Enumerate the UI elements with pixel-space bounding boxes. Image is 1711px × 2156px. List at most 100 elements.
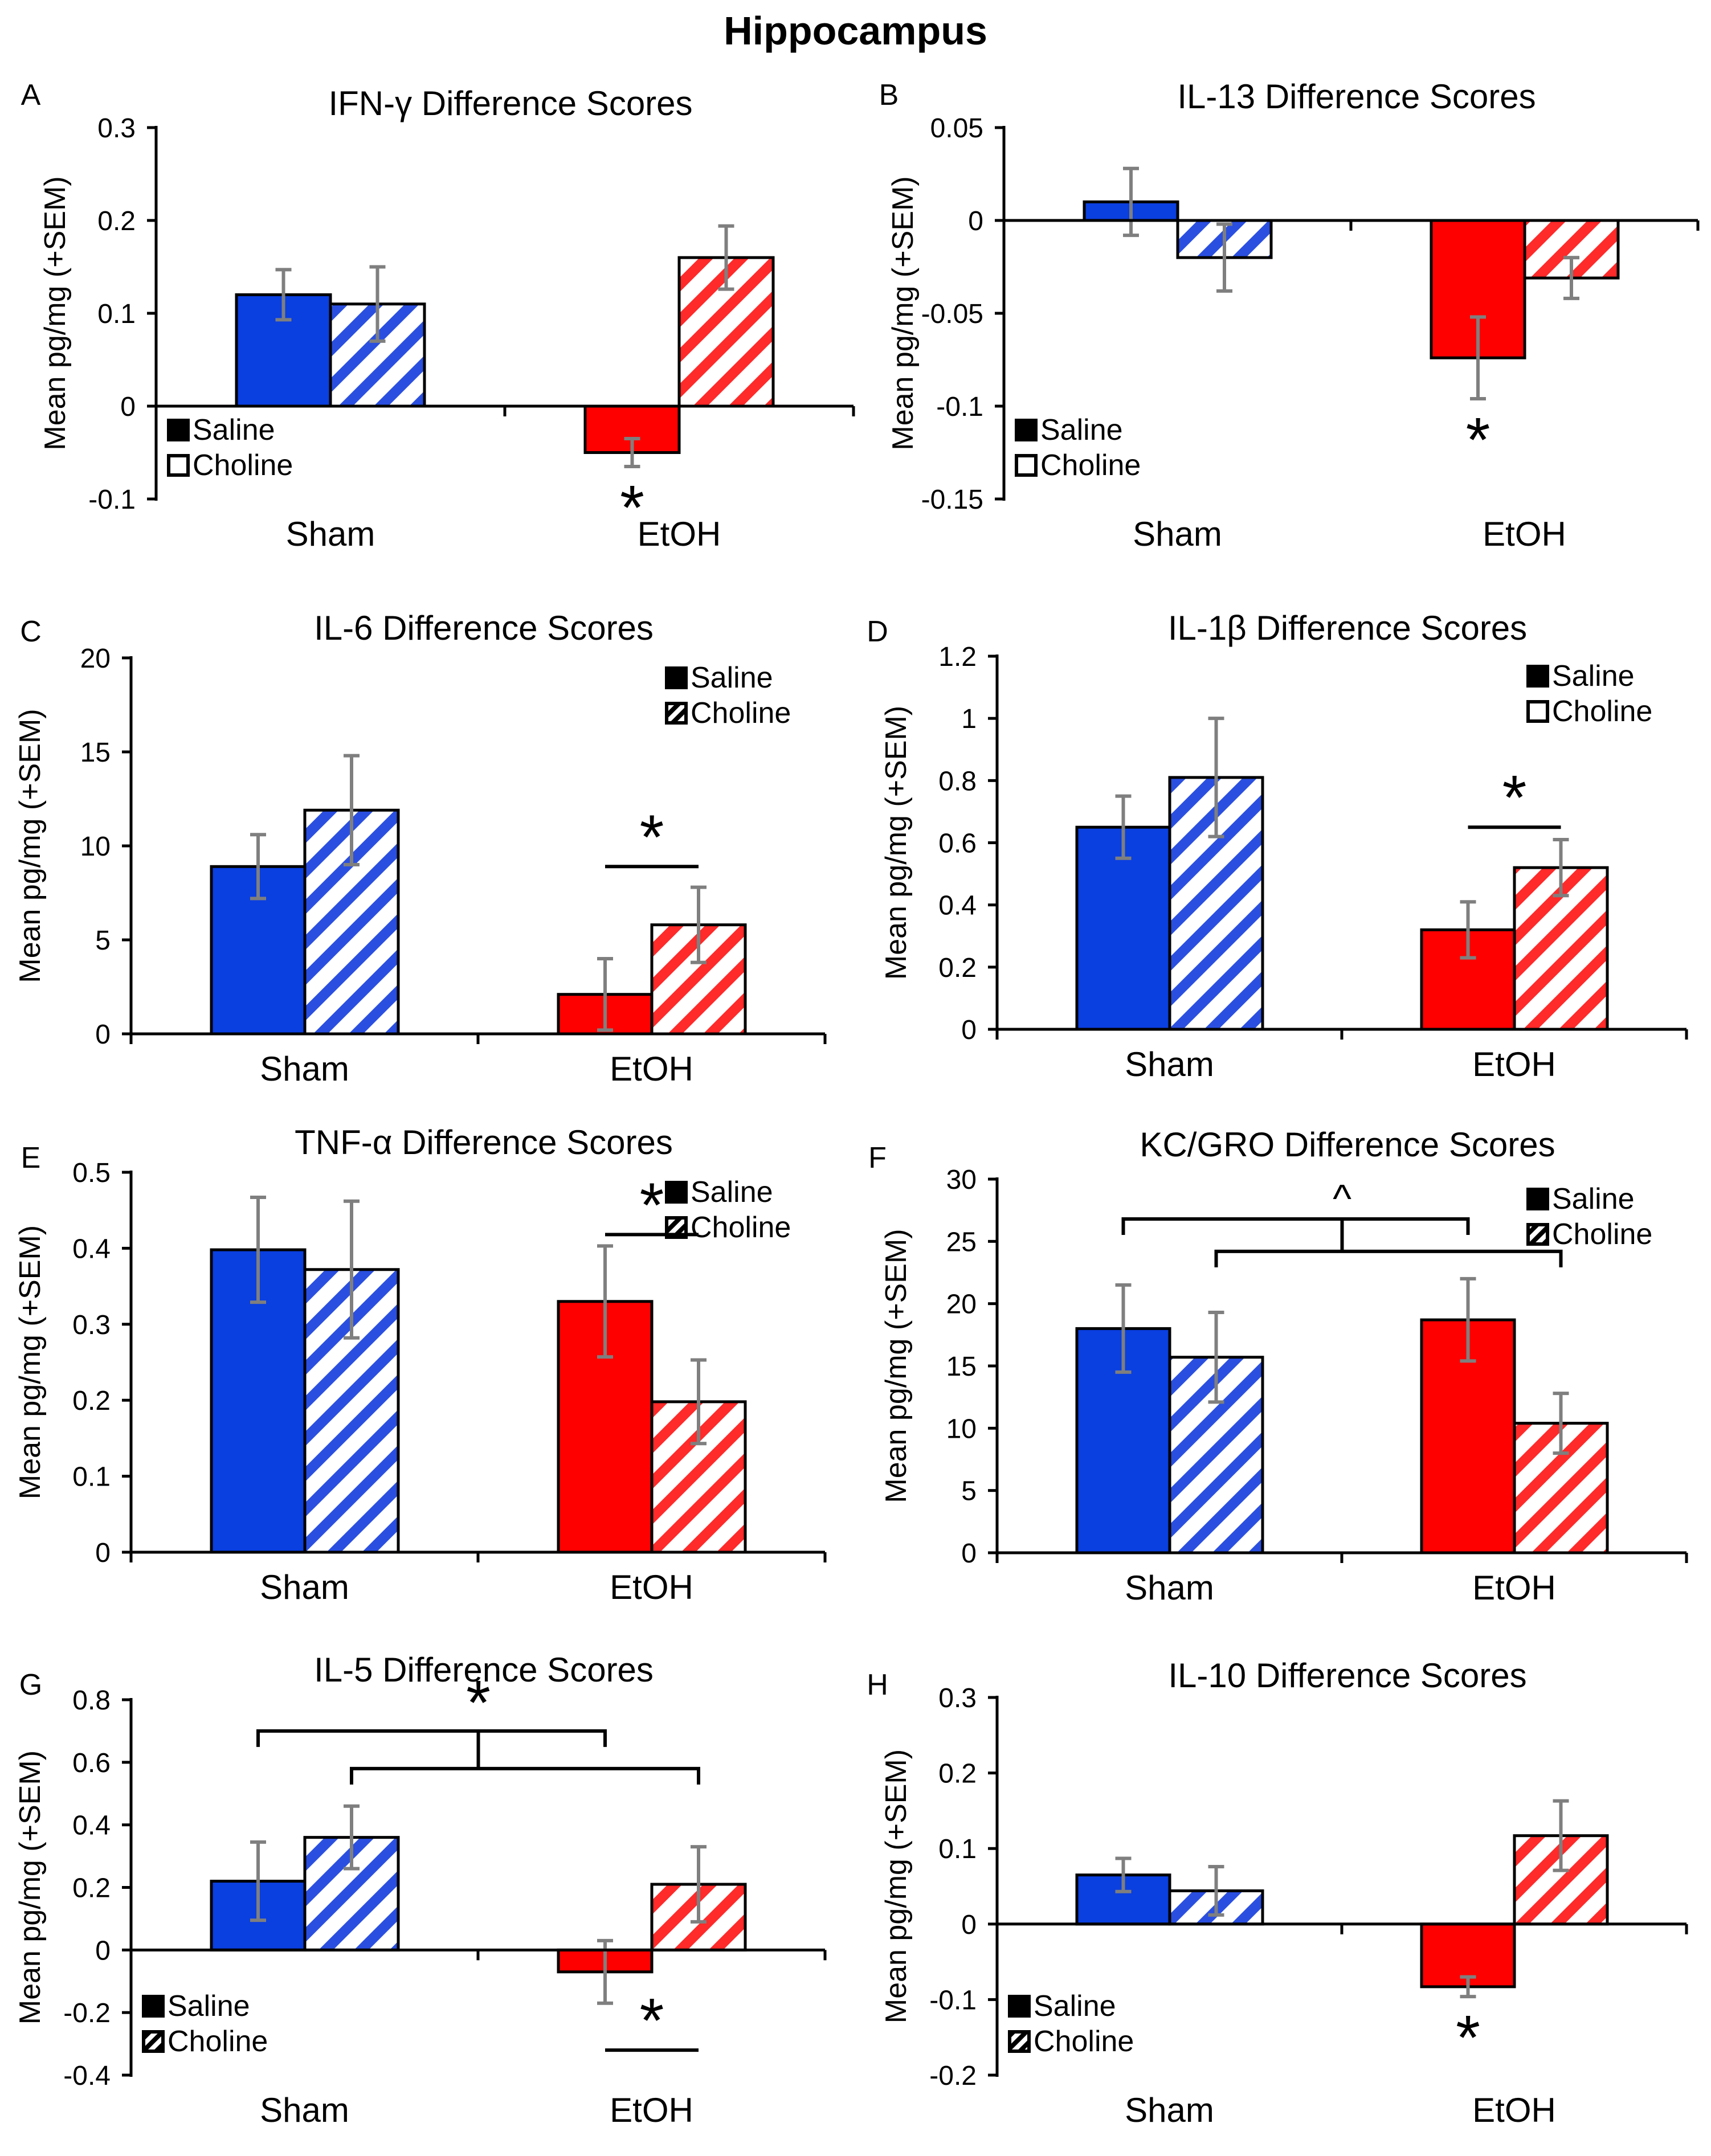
y-tick-label: 0.1 — [97, 299, 136, 329]
bracket-choline — [1214, 1249, 1563, 1267]
error-bar-saline-sham — [250, 833, 266, 901]
y-tick-label: 5 — [961, 1476, 977, 1507]
significance-asterisk: * — [620, 473, 644, 543]
legend-label-choline: Choline — [1034, 2025, 1134, 2058]
y-tick-label: 0 — [95, 1936, 111, 1966]
legend-swatch-choline — [665, 702, 688, 725]
y-tick-label: 5 — [95, 926, 111, 956]
error-bar-choline-sham — [1208, 717, 1224, 838]
y-tick-label: 0.2 — [938, 953, 977, 983]
y-tick-label: 0.8 — [72, 1685, 111, 1716]
significance-asterisk: * — [1466, 405, 1491, 475]
legend-label-saline: Saline — [1034, 1990, 1116, 2023]
significance-marker: * — [620, 473, 644, 543]
legend-label-saline: Saline — [691, 661, 773, 694]
y-tick-label: 0.3 — [72, 1310, 111, 1340]
legend-label-choline: Choline — [1040, 449, 1141, 482]
legend-label-choline: Choline — [1552, 695, 1652, 728]
bar-saline-sham — [1075, 825, 1171, 1031]
panel-letter: B — [879, 79, 899, 112]
panel-a: A IFN-γ Difference Scores Mean pg/mg (+SEM… — [21, 79, 855, 553]
y-tick-label: -0.1 — [88, 485, 136, 515]
significance-marker-text: * — [466, 1668, 491, 1738]
error-bar-choline-sham — [1208, 1310, 1224, 1404]
legend-swatch-saline — [665, 1181, 688, 1204]
error-bar-choline-etoh — [1563, 256, 1579, 300]
x-category-label: EtOH — [1472, 1045, 1556, 1083]
y-axis-label: Mean pg/mg (+SEM) — [14, 709, 47, 983]
x-category-label: EtOH — [1472, 2091, 1556, 2129]
y-tick-label: 0 — [961, 1015, 977, 1045]
chart-title: KC/GRO Difference Scores — [1140, 1126, 1555, 1164]
significance-marker: * — [605, 1986, 699, 2056]
x-category-label: Sham — [286, 515, 375, 553]
error-bar-choline-etoh — [691, 885, 707, 964]
y-axis-label: Mean pg/mg (+SEM) — [39, 176, 72, 450]
y-tick-label: 20 — [80, 644, 111, 674]
y-tick-label: 15 — [946, 1352, 977, 1382]
y-tick-label: 0.6 — [938, 829, 977, 859]
error-bar-saline-sham — [250, 1840, 266, 1922]
y-tick-label: 0.8 — [938, 766, 977, 796]
error-bar-saline-sham — [1115, 1856, 1132, 1893]
y-tick-label: 0.3 — [938, 1683, 977, 1713]
figure-title: Hippocampus — [724, 9, 987, 53]
legend-swatch-saline — [1015, 419, 1038, 441]
legend-label-saline: Saline — [1040, 414, 1123, 447]
legend-label-saline: Saline — [1552, 1183, 1635, 1216]
legend-label-saline: Saline — [691, 1176, 773, 1209]
x-category-label: Sham — [1125, 2091, 1214, 2129]
y-tick-label: 0.1 — [938, 1834, 977, 1864]
x-category-label: EtOH — [610, 1568, 693, 1606]
x-category-label: Sham — [260, 1568, 349, 1606]
y-tick-label: 0.2 — [72, 1386, 111, 1416]
x-category-label: Sham — [260, 2091, 349, 2129]
bracket-saline — [1121, 1217, 1470, 1235]
y-tick-label: 0 — [968, 206, 983, 236]
error-bar-choline-etoh — [691, 1358, 707, 1446]
legend-swatch-choline — [1008, 2030, 1031, 2053]
x-category-label: EtOH — [638, 515, 721, 553]
error-bar-choline-sham — [1208, 1865, 1224, 1917]
error-bar-saline-sham — [250, 1196, 266, 1304]
error-bar-saline-sham — [1115, 1283, 1132, 1374]
panel-c: C IL-6 Difference Scores Mean pg/mg (+SEM)… — [14, 609, 827, 1088]
error-bar-saline-etoh — [1460, 900, 1476, 960]
error-bar-saline-etoh — [597, 957, 613, 1032]
error-bar-choline-etoh — [1553, 838, 1569, 898]
y-tick-label: 0.4 — [72, 1234, 111, 1264]
error-bar-saline-etoh — [1470, 315, 1486, 400]
legend-swatch-choline — [142, 2030, 165, 2053]
y-tick-label: -0.15 — [921, 485, 983, 515]
error-bar-saline-etoh — [1460, 1277, 1476, 1363]
error-bar-saline-etoh — [624, 437, 640, 468]
significance-marker-text: ^ — [1333, 1176, 1351, 1221]
significance-marker: * — [1468, 763, 1561, 833]
error-bar-choline-sham — [344, 1804, 360, 1871]
y-tick-label: 0.1 — [72, 1462, 111, 1492]
panel-h: H IL-10 Difference Scores Mean pg/mg (+SEM… — [867, 1656, 1688, 2129]
error-bar-choline-sham — [344, 1199, 360, 1340]
y-tick-label: 0.6 — [72, 1748, 111, 1778]
panel-letter: A — [21, 79, 41, 112]
x-category-label: EtOH — [1483, 515, 1566, 553]
legend-swatch-saline — [1008, 1995, 1031, 2018]
significance-marker: * — [605, 1170, 699, 1240]
y-tick-label: 25 — [946, 1227, 977, 1257]
panel-letter: C — [20, 615, 42, 648]
legend-swatch-saline — [167, 419, 190, 441]
legend-swatch-choline — [167, 454, 190, 477]
significance-asterisk: * — [640, 1170, 664, 1240]
error-bar-choline-etoh — [691, 1845, 707, 1924]
y-tick-label: 0.4 — [938, 891, 977, 921]
legend-label-choline: Choline — [691, 1211, 791, 1244]
y-tick-label: 0.2 — [72, 1873, 111, 1904]
y-tick-label: 1.2 — [938, 642, 977, 672]
legend-swatch-saline — [142, 1995, 165, 2018]
error-bar-choline-etoh — [1553, 1799, 1569, 1872]
y-tick-label: 0.5 — [72, 1158, 111, 1188]
